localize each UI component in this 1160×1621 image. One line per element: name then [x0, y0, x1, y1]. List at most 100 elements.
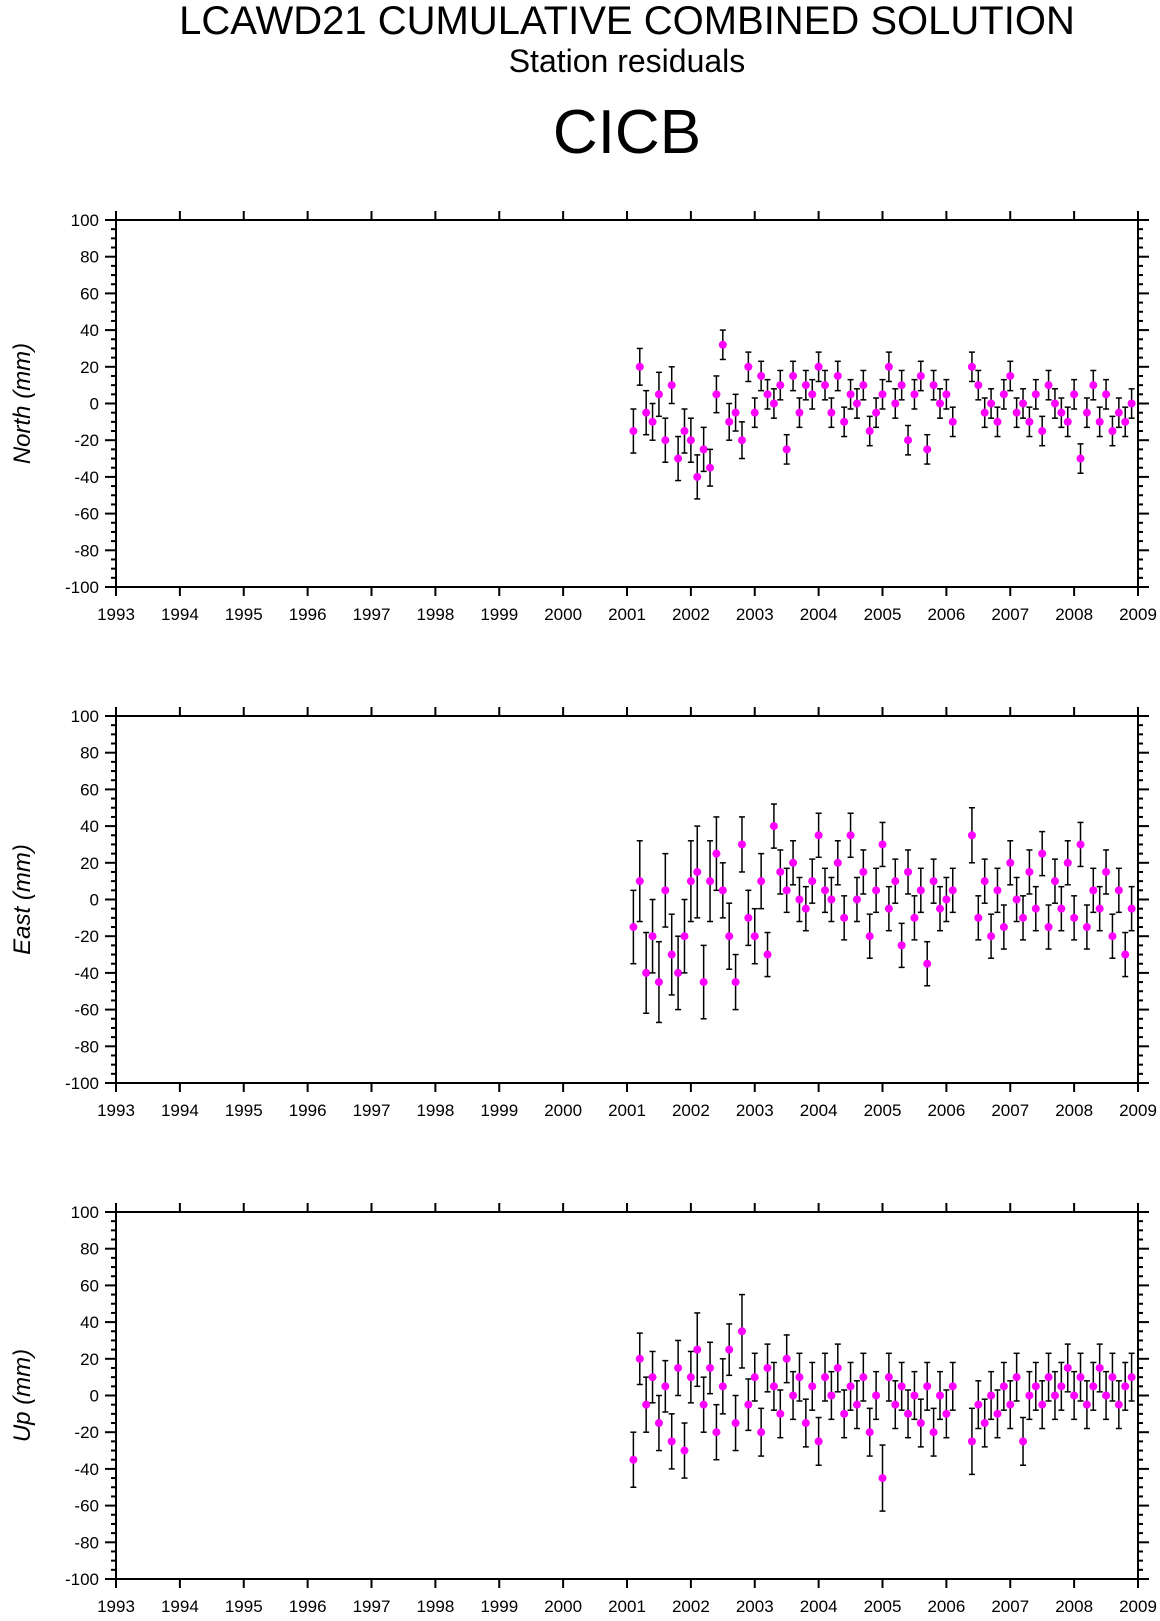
data-point — [904, 867, 913, 876]
data-point — [884, 1373, 893, 1382]
data-point — [859, 867, 868, 876]
data-point — [1127, 399, 1136, 408]
panel-up: 100 80 60 40 20 0 -20 -40 -60 -80 -100 1993 1994 1995… — [9, 1203, 1157, 1616]
x-tick-label: 1996 — [289, 1101, 327, 1120]
data-point — [801, 904, 810, 913]
data-point — [1063, 1363, 1072, 1372]
y-tick-label: -100 — [65, 578, 99, 597]
y-tick-label: -60 — [74, 1001, 99, 1020]
data-point — [661, 886, 670, 895]
data-point — [910, 390, 919, 399]
y-tick-label: 80 — [80, 744, 99, 763]
x-tick-label: 1999 — [480, 1101, 518, 1120]
y-axis-label: East (mm) — [9, 844, 36, 955]
data-point — [1082, 923, 1091, 932]
y-tick-label: -40 — [74, 1460, 99, 1479]
data-point — [1095, 417, 1104, 426]
data-point — [725, 417, 734, 426]
data-point — [667, 381, 676, 390]
data-point — [942, 1409, 951, 1418]
data-point — [744, 362, 753, 371]
data-point — [929, 381, 938, 390]
x-tick-label: 1995 — [225, 1101, 263, 1120]
data-point — [974, 381, 983, 390]
x-tick-label: 1997 — [353, 605, 391, 624]
data-point — [1108, 1373, 1117, 1382]
data-point — [935, 399, 944, 408]
data-point — [725, 932, 734, 941]
x-tick-label: 2004 — [800, 1597, 838, 1616]
data-point — [1102, 390, 1111, 399]
data-point — [1108, 427, 1117, 436]
data-point — [1095, 1363, 1104, 1372]
data-point — [814, 831, 823, 840]
data-point — [840, 417, 849, 426]
y-tick-label: 0 — [90, 891, 99, 910]
data-point — [674, 1363, 683, 1372]
data-point — [935, 904, 944, 913]
x-tick-label: 2005 — [864, 1597, 902, 1616]
data-point — [993, 1409, 1002, 1418]
data-point — [821, 1373, 830, 1382]
x-tick-label: 2005 — [864, 605, 902, 624]
data-point — [757, 877, 766, 886]
panel-east: 100 80 60 40 20 0 -20 -40 -60 -80 -100 1993 1994 1995… — [9, 707, 1157, 1120]
y-tick-label: 60 — [80, 780, 99, 799]
y-tick-label: 0 — [90, 1387, 99, 1406]
data-point — [1063, 417, 1072, 426]
data-point — [1076, 1373, 1085, 1382]
x-tick-label: 1993 — [97, 605, 135, 624]
data-point — [846, 390, 855, 399]
x-tick-label: 2001 — [608, 605, 646, 624]
data-point — [1127, 1373, 1136, 1382]
data-point — [872, 408, 881, 417]
data-point — [833, 371, 842, 380]
data-point — [1044, 923, 1053, 932]
x-tick-label: 2005 — [864, 1101, 902, 1120]
data-point — [706, 877, 715, 886]
x-tick-label: 2001 — [608, 1597, 646, 1616]
data-point — [865, 932, 874, 941]
data-point — [808, 1382, 817, 1391]
x-tick-label: 1993 — [97, 1597, 135, 1616]
data-point — [654, 1419, 663, 1428]
data-point — [750, 408, 759, 417]
y-tick-label: 0 — [90, 395, 99, 414]
y-tick-label: 40 — [80, 817, 99, 836]
data-point — [801, 1419, 810, 1428]
y-tick-label: 60 — [80, 284, 99, 303]
x-tick-label: 2006 — [927, 605, 965, 624]
data-point — [776, 867, 785, 876]
data-point — [1102, 1391, 1111, 1400]
data-point — [827, 895, 836, 904]
x-tick-label: 1997 — [353, 1597, 391, 1616]
data-point — [769, 822, 778, 831]
data-point — [1025, 1391, 1034, 1400]
data-point — [808, 390, 817, 399]
data-point — [910, 1391, 919, 1400]
data-point — [776, 1409, 785, 1418]
data-point — [1057, 1382, 1066, 1391]
x-tick-label: 2004 — [800, 605, 838, 624]
data-point — [699, 978, 708, 987]
x-tick-label: 2007 — [991, 1597, 1029, 1616]
x-tick-label: 2002 — [672, 605, 710, 624]
data-point — [686, 436, 695, 445]
y-tick-label: 80 — [80, 1240, 99, 1259]
data-point — [769, 399, 778, 408]
data-point — [1089, 886, 1098, 895]
data-point — [763, 950, 772, 959]
data-point — [1089, 381, 1098, 390]
data-point — [948, 886, 957, 895]
x-tick-label: 2007 — [991, 1101, 1029, 1120]
data-point — [750, 1373, 759, 1382]
data-point — [1108, 932, 1117, 941]
data-point — [859, 1373, 868, 1382]
data-point — [923, 445, 932, 454]
data-point — [980, 408, 989, 417]
y-tick-label: -20 — [74, 431, 99, 450]
data-point — [852, 895, 861, 904]
data-point — [654, 390, 663, 399]
data-point — [737, 840, 746, 849]
data-point — [1006, 1400, 1015, 1409]
